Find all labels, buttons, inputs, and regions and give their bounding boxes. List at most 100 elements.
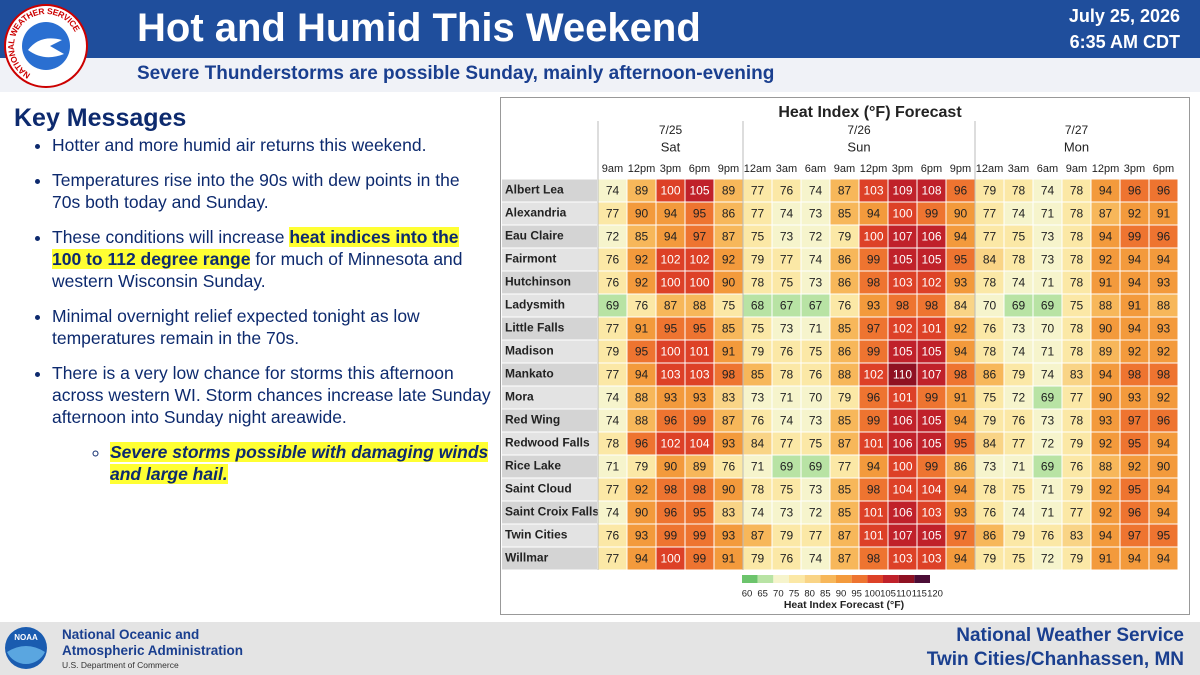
heat-value: 88: [635, 391, 649, 405]
heat-value: 95: [954, 437, 968, 451]
heat-cell: [830, 271, 859, 294]
key-message: Hotter and more humid air returns this w…: [52, 134, 492, 156]
heat-cell: [946, 386, 975, 409]
heat-cell: [1062, 501, 1091, 524]
heat-cell: [1091, 271, 1120, 294]
heat-value: 103: [921, 552, 941, 566]
heat-value: 103: [660, 368, 680, 382]
heat-value: 75: [722, 299, 736, 313]
heat-cell: [917, 409, 946, 432]
heat-cell: [743, 524, 772, 547]
heat-value: 97: [693, 230, 707, 244]
heat-value: 79: [983, 184, 997, 198]
row-label-bg: [502, 179, 597, 202]
heat-cell: [1120, 202, 1149, 225]
heat-cell: [627, 340, 656, 363]
heat-value: 78: [751, 276, 765, 290]
heat-value: 94: [1157, 253, 1171, 267]
heat-cell: [859, 225, 888, 248]
heat-value: 98: [896, 299, 910, 313]
heat-cell: [946, 202, 975, 225]
heat-value: 72: [809, 506, 823, 520]
heat-value: 106: [892, 506, 912, 520]
heat-value: 74: [1012, 506, 1026, 520]
heat-cell: [656, 225, 685, 248]
heat-value: 74: [606, 391, 620, 405]
location-label: Hutchinson: [505, 275, 571, 289]
heat-cell: [801, 455, 830, 478]
row-label-bg: [502, 386, 597, 409]
heat-value: 67: [809, 299, 823, 313]
heat-value: 102: [689, 253, 709, 267]
heat-cell: [656, 547, 685, 570]
heat-value: 93: [867, 299, 881, 313]
heat-value: 88: [635, 414, 649, 428]
heat-cell: [946, 363, 975, 386]
heat-cell: [801, 179, 830, 202]
heat-cell: [714, 409, 743, 432]
heat-cell: [917, 225, 946, 248]
legend-swatch: [789, 575, 805, 583]
heat-cell: [743, 225, 772, 248]
heat-cell: [1004, 363, 1033, 386]
heat-cell: [598, 294, 627, 317]
heat-value: 70: [809, 391, 823, 405]
heat-cell: [1091, 179, 1120, 202]
heat-value: 103: [892, 552, 912, 566]
heat-value: 79: [780, 529, 794, 543]
row-label-bg: [502, 340, 597, 363]
heat-value: 90: [722, 276, 736, 290]
heat-cell: [1062, 363, 1091, 386]
location-label: Red Wing: [505, 413, 560, 427]
heat-cell: [975, 202, 1004, 225]
heat-cell: [888, 524, 917, 547]
heat-value: 101: [892, 391, 912, 405]
heat-value: 89: [635, 184, 649, 198]
heat-cell: [859, 294, 888, 317]
day-name: Mon: [1064, 139, 1089, 154]
heat-cell: [888, 294, 917, 317]
heat-value: 78: [1070, 345, 1084, 359]
heat-cell: [656, 179, 685, 202]
location-label: Eau Claire: [505, 229, 564, 243]
subtitle-band: [0, 58, 1200, 92]
heat-value: 87: [722, 230, 736, 244]
legend-tick: 65: [757, 589, 768, 600]
heat-cell: [714, 386, 743, 409]
heat-value: 79: [1070, 552, 1084, 566]
heat-cell: [1091, 524, 1120, 547]
heat-value: 73: [1041, 414, 1055, 428]
heat-cell: [888, 225, 917, 248]
heat-value: 78: [983, 483, 997, 497]
heat-cell: [772, 478, 801, 501]
heat-cell: [946, 478, 975, 501]
heat-cell: [772, 432, 801, 455]
heat-value: 71: [1041, 207, 1055, 221]
heat-cell: [743, 248, 772, 271]
heat-cell: [859, 363, 888, 386]
row-label-bg: [502, 363, 597, 386]
heat-cell: [1120, 409, 1149, 432]
heat-cell: [714, 179, 743, 202]
heat-value: 87: [838, 437, 852, 451]
heat-value: 103: [689, 368, 709, 382]
heat-cell: [1062, 248, 1091, 271]
sub-message: Severe storms possible with damaging win…: [110, 441, 492, 485]
heat-cell: [772, 317, 801, 340]
heat-cell: [598, 248, 627, 271]
heat-cell: [917, 294, 946, 317]
heat-value: 90: [1099, 391, 1113, 405]
heat-value: 98: [1157, 368, 1171, 382]
heat-value: 94: [867, 460, 881, 474]
heat-cell: [801, 271, 830, 294]
heat-cell: [598, 432, 627, 455]
heat-cell: [627, 363, 656, 386]
heat-value: 91: [1128, 299, 1142, 313]
heat-cell: [1149, 501, 1178, 524]
heat-value: 96: [664, 506, 678, 520]
heat-cell: [1033, 455, 1062, 478]
heat-value: 76: [983, 322, 997, 336]
heat-value: 103: [921, 506, 941, 520]
heat-value: 71: [606, 460, 620, 474]
heat-value: 73: [983, 460, 997, 474]
